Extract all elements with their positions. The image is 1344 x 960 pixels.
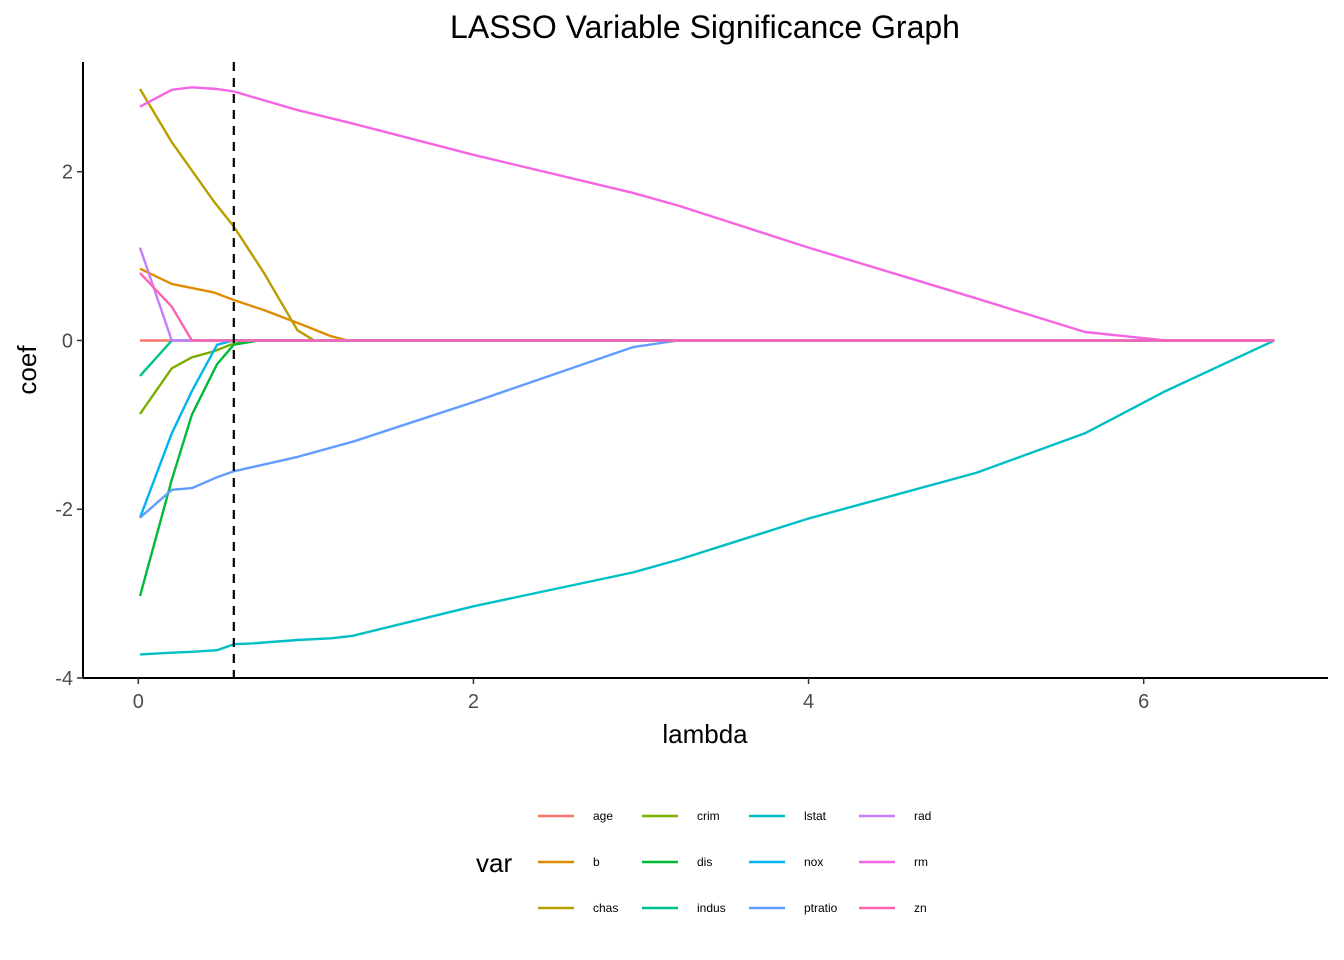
series-line-indus	[139, 339, 1275, 377]
series-line-dis	[138, 339, 1275, 597]
x-tick-label: 0	[133, 691, 144, 713]
series-line-rm	[139, 86, 1275, 342]
legend-label-lstat: lstat	[804, 809, 827, 823]
legend-items: age b chas crim dis indus lstat nox ptratio rad rm…	[538, 809, 931, 915]
series-line-chas	[138, 88, 1275, 342]
x-axis-title: lambda	[662, 719, 748, 749]
series-line-nox	[138, 339, 1275, 519]
legend-label-dis: dis	[697, 855, 712, 869]
legend-label-b: b	[593, 855, 600, 869]
plot-area: 0 2 4 6 -4 -2 0 2	[55, 62, 1328, 713]
legend-label-age: age	[593, 809, 613, 823]
legend-label-nox: nox	[804, 855, 823, 869]
y-ticks: -4 -2 0 2	[55, 162, 83, 690]
series-layer	[138, 86, 1275, 656]
y-tick-label: -2	[55, 499, 73, 521]
y-tick-label: 0	[62, 330, 73, 352]
legend-title: var	[476, 848, 512, 878]
x-ticks: 0 2 4 6	[133, 678, 1149, 713]
series-line-b	[139, 267, 1275, 342]
x-tick-label: 4	[803, 691, 814, 713]
y-axis-title: coef	[12, 345, 42, 395]
y-tick-label: 2	[62, 162, 73, 184]
legend-label-zn: zn	[914, 901, 927, 915]
x-tick-label: 6	[1138, 691, 1149, 713]
x-tick-label: 2	[468, 691, 479, 713]
series-line-ptratio	[139, 339, 1275, 519]
legend: var age b chas crim dis indus lstat nox ptratio r…	[476, 809, 931, 915]
series-line-lstat	[139, 339, 1275, 656]
legend-label-rad: rad	[914, 809, 931, 823]
legend-label-rm: rm	[914, 855, 928, 869]
y-tick-label: -4	[55, 668, 73, 690]
legend-label-chas: chas	[593, 901, 618, 915]
series-line-zn	[139, 272, 1275, 342]
legend-label-indus: indus	[697, 901, 726, 915]
legend-label-ptratio: ptratio	[804, 901, 838, 915]
chart-title: LASSO Variable Significance Graph	[450, 9, 960, 45]
series-line-crim	[139, 339, 1275, 415]
legend-label-crim: crim	[697, 809, 720, 823]
